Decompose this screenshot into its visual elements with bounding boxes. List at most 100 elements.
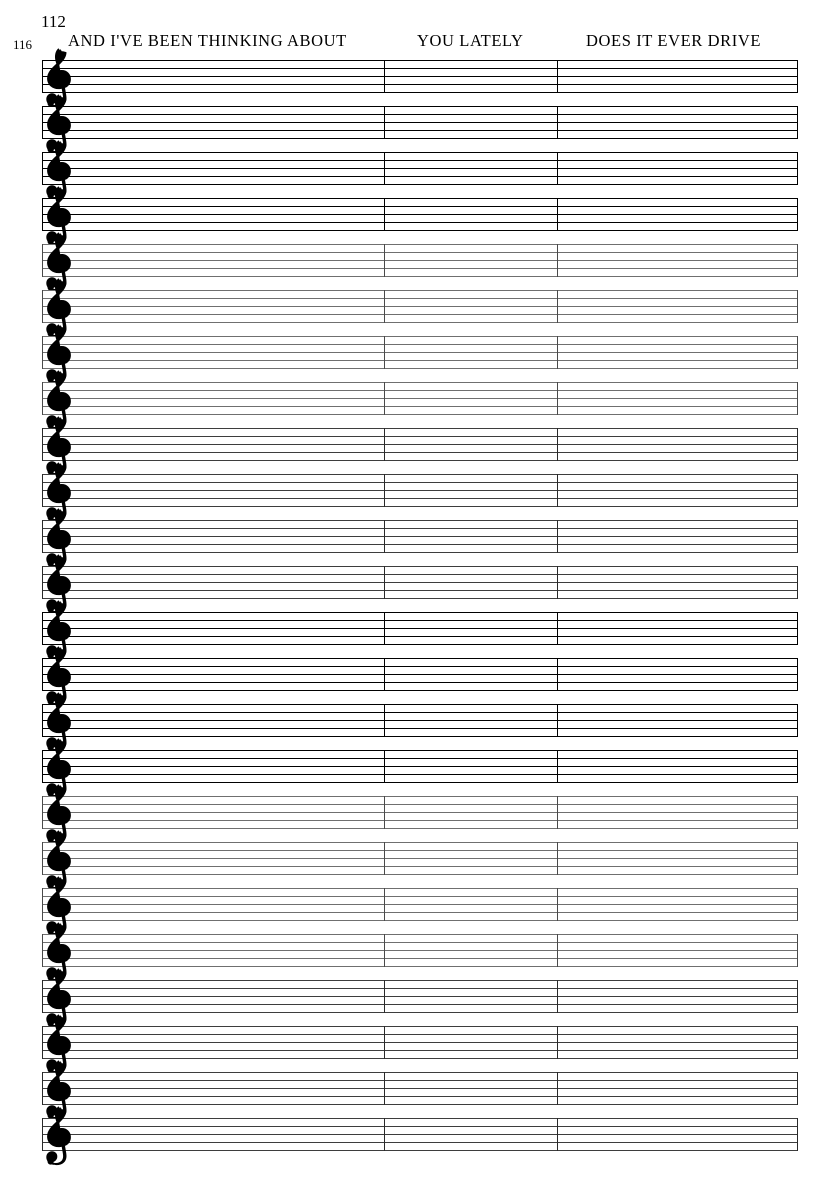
treble-clef-icon [42, 93, 76, 155]
lyric-line: AND I'VE BEEN THINKING ABOUT YOU LATELY DO… [68, 31, 808, 53]
lyric-segment-1: YOU LATELY [417, 31, 524, 50]
barline-measure-1 [384, 980, 386, 1013]
staff-line [42, 390, 798, 391]
barline-measure-2 [557, 934, 559, 967]
staff-line [42, 460, 798, 461]
barline-end [796, 1072, 798, 1105]
barline-start [42, 1026, 44, 1059]
barline-start [42, 382, 44, 415]
staff-line [42, 344, 798, 345]
staff-line [42, 360, 798, 361]
barline-measure-1 [384, 750, 386, 783]
treble-clef-icon [42, 1013, 76, 1075]
barline-measure-1 [384, 934, 386, 967]
staff-line [42, 84, 798, 85]
staff-line [42, 774, 798, 775]
staff-17 [42, 784, 798, 844]
staff-line [42, 574, 798, 575]
treble-clef-icon [42, 323, 76, 385]
barline-end [796, 1118, 798, 1151]
staff-line [42, 712, 798, 713]
barline-start [42, 474, 44, 507]
barline-measure-2 [557, 152, 559, 185]
staff-line [42, 138, 798, 139]
staff-line [42, 452, 798, 453]
barline-end [796, 566, 798, 599]
staff-line [42, 130, 798, 131]
barline-start [42, 106, 44, 139]
staff-line [42, 690, 798, 691]
measure-number-secondary: 116 [13, 37, 33, 52]
staff-line [42, 1080, 798, 1081]
barline-measure-2 [557, 704, 559, 737]
staff-line [42, 996, 798, 997]
barline-start [42, 842, 44, 875]
staff-line [42, 628, 798, 629]
barline-start [42, 888, 44, 921]
staff-line [42, 920, 798, 921]
staff-24 [42, 1106, 798, 1166]
staff-11 [42, 508, 798, 568]
staff-3 [42, 140, 798, 200]
barline-end [796, 152, 798, 185]
staff-line [42, 306, 798, 307]
staff-line [42, 474, 798, 475]
barline-measure-2 [557, 336, 559, 369]
staff-line [42, 912, 798, 913]
staff-line [42, 106, 798, 107]
staff-2 [42, 94, 798, 154]
staff-line [42, 1150, 798, 1151]
barline-end [796, 520, 798, 553]
staff-line [42, 1042, 798, 1043]
staff-line [42, 268, 798, 269]
treble-clef-icon [42, 737, 76, 799]
barline-measure-1 [384, 198, 386, 231]
staff-line [42, 230, 798, 231]
staff-line [42, 796, 798, 797]
barline-measure-1 [384, 566, 386, 599]
staff-18 [42, 830, 798, 890]
staff-line [42, 720, 798, 721]
lyric-segment-0: AND I'VE BEEN THINKING ABOUT [68, 31, 347, 50]
staff-19 [42, 876, 798, 936]
barline-measure-1 [384, 1072, 386, 1105]
staff-line [42, 498, 798, 499]
staff-line [42, 934, 798, 935]
staff-line [42, 198, 798, 199]
barline-start [42, 290, 44, 323]
staff-line [42, 758, 798, 759]
treble-clef-icon [42, 507, 76, 569]
staff-line [42, 942, 798, 943]
staff-line [42, 168, 798, 169]
staff-line [42, 874, 798, 875]
staff-line [42, 206, 798, 207]
barline-end [796, 1026, 798, 1059]
staff-line [42, 314, 798, 315]
treble-clef-icon [42, 231, 76, 293]
staff-line [42, 666, 798, 667]
barline-measure-2 [557, 612, 559, 645]
staff-line [42, 682, 798, 683]
staff-23 [42, 1060, 798, 1120]
barline-measure-2 [557, 658, 559, 691]
staff-line [42, 950, 798, 951]
barline-measure-2 [557, 980, 559, 1013]
lyric-segment-2: DOES IT EVER DRIVE [586, 31, 762, 50]
barline-start [42, 704, 44, 737]
staff-line [42, 184, 798, 185]
barline-start [42, 336, 44, 369]
barline-measure-2 [557, 428, 559, 461]
staff-line [42, 958, 798, 959]
treble-clef-icon [42, 415, 76, 477]
staff-line [42, 980, 798, 981]
staff-4 [42, 186, 798, 246]
barline-start [42, 244, 44, 277]
staff-line [42, 1118, 798, 1119]
staff-1 [42, 48, 798, 108]
barline-end [796, 658, 798, 691]
barline-measure-1 [384, 290, 386, 323]
barline-measure-2 [557, 474, 559, 507]
barline-measure-2 [557, 244, 559, 277]
